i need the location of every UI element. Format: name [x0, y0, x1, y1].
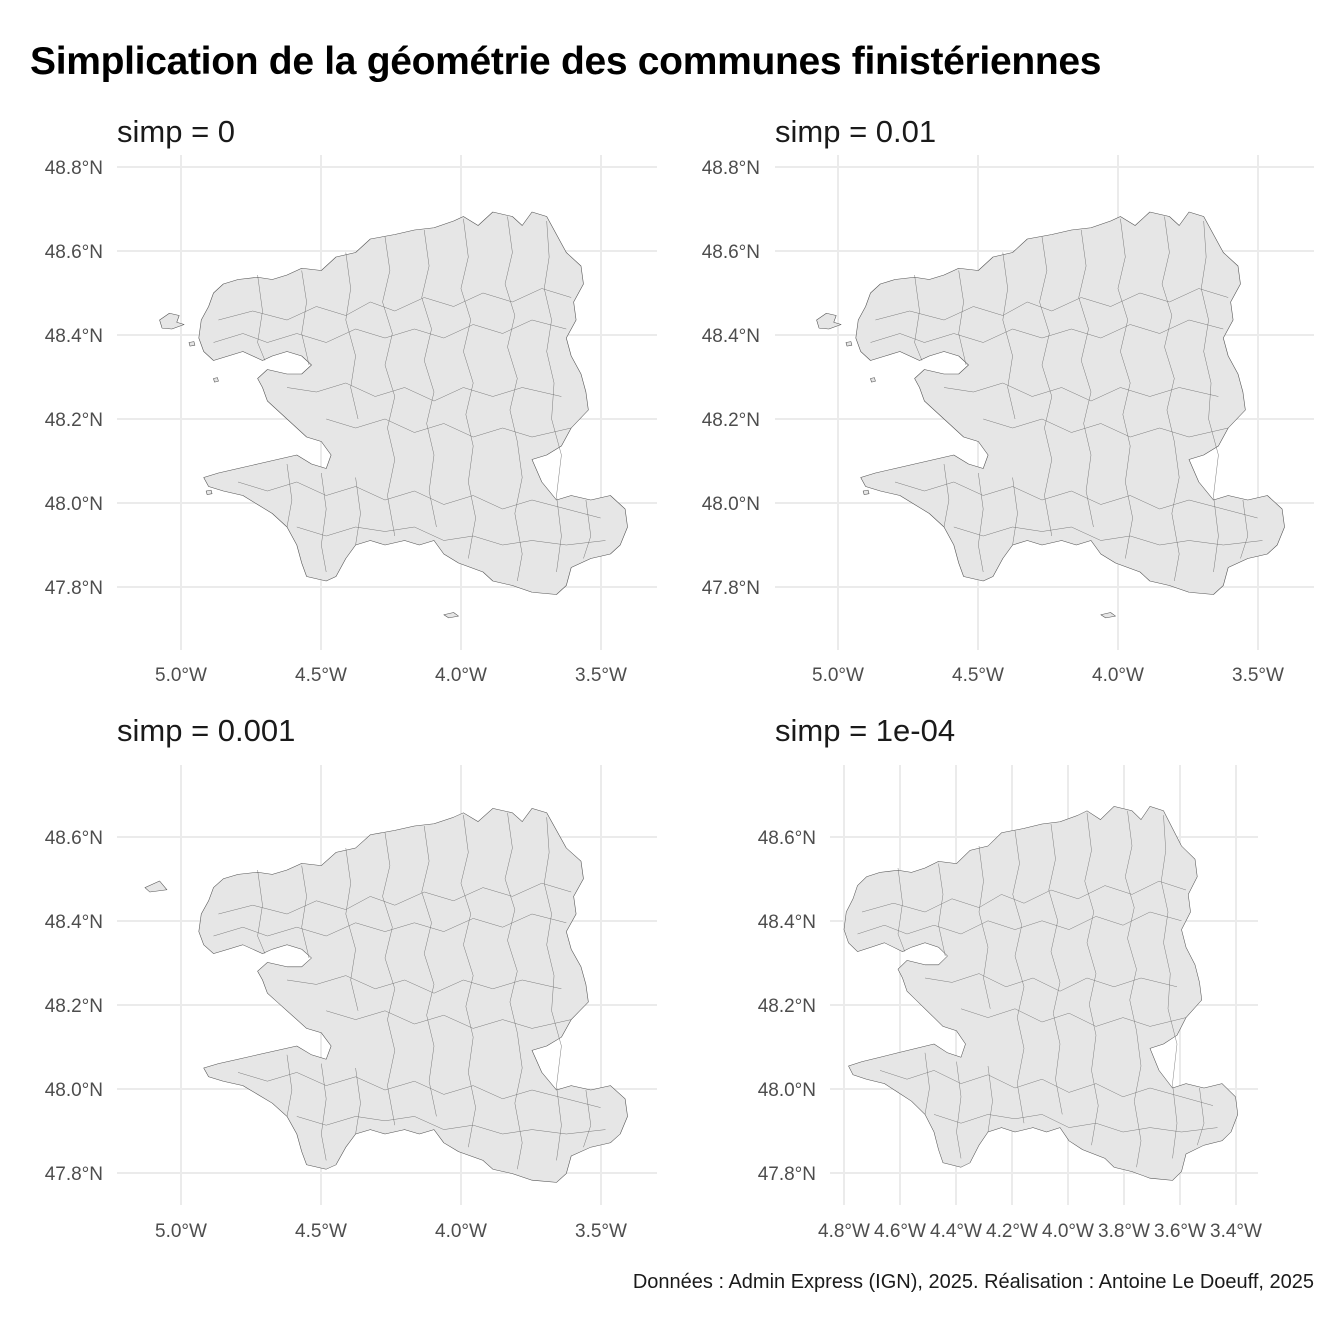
y-tick-label: 48.8°N [45, 158, 103, 179]
x-tick-label: 4.5°W [952, 665, 1004, 686]
x-tick-label: 4.4°W [930, 1221, 982, 1242]
x-tick-label: 4.5°W [295, 1221, 347, 1242]
y-tick-label: 48.0°N [758, 1080, 816, 1101]
x-tick-label: 4.6°W [874, 1221, 926, 1242]
x-tick-label: 4.8°W [818, 1221, 870, 1242]
y-tick-label: 47.8°N [702, 578, 760, 599]
y-tick-label: 48.6°N [45, 242, 103, 263]
y-tick-label: 48.0°N [702, 494, 760, 515]
y-tick-label: 48.4°N [758, 912, 816, 933]
panel-simp-0.01: simp = 0.01 48.8°N 48.6°N 48.4°N 48.2°N … [702, 114, 1314, 686]
x-tick-label: 3.5°W [1232, 665, 1284, 686]
y-tick-label: 48.0°N [45, 1080, 103, 1101]
panel-simp-0.001: simp = 0.001 48.6°N 48.4°N 48.2°N 48.0°N… [45, 713, 657, 1242]
x-tick-label: 4.5°W [295, 665, 347, 686]
panel-simp-0: simp = 0 48.8°N 48.6°N 48.4°N 48.2°N 48.… [45, 114, 657, 686]
panel-simp-1e-04: simp = 1e-04 48.6°N 48.4°N 48.2°N 48.0°N [758, 713, 1262, 1242]
communes-map [843, 806, 1239, 1181]
x-tick-label: 5.0°W [155, 1221, 207, 1242]
panel-title: simp = 1e-04 [775, 713, 955, 748]
x-axis-labels: 5.0°W 4.5°W 4.0°W 3.5°W [155, 665, 627, 686]
y-axis-labels: 48.6°N 48.4°N 48.2°N 48.0°N 47.8°N [45, 828, 103, 1185]
panel-title: simp = 0.001 [117, 713, 295, 748]
y-tick-label: 48.6°N [758, 828, 816, 849]
x-tick-label: 5.0°W [812, 665, 864, 686]
y-tick-label: 47.8°N [758, 1164, 816, 1185]
x-tick-label: 3.5°W [575, 665, 627, 686]
y-tick-label: 48.8°N [702, 158, 760, 179]
y-axis-labels: 48.6°N 48.4°N 48.2°N 48.0°N 47.8°N [758, 828, 816, 1185]
y-tick-label: 48.4°N [702, 326, 760, 347]
panel-title: simp = 0 [117, 114, 235, 149]
communes-map [816, 211, 1285, 619]
communes-map [159, 211, 628, 619]
x-tick-label: 4.0°W [1042, 1221, 1094, 1242]
x-axis-labels: 5.0°W 4.5°W 4.0°W 3.5°W [812, 665, 1284, 686]
y-tick-label: 47.8°N [45, 1164, 103, 1185]
y-axis-labels: 48.8°N 48.6°N 48.4°N 48.2°N 48.0°N 47.8°… [45, 158, 103, 599]
y-tick-label: 48.2°N [758, 996, 816, 1017]
x-tick-label: 3.8°W [1098, 1221, 1150, 1242]
y-tick-label: 48.2°N [45, 996, 103, 1017]
x-tick-label: 3.5°W [575, 1221, 627, 1242]
x-tick-label: 5.0°W [155, 665, 207, 686]
y-tick-label: 47.8°N [45, 578, 103, 599]
x-tick-label: 4.0°W [435, 665, 487, 686]
communes-map [144, 808, 628, 1183]
caption: Données : Admin Express (IGN), 2025. Réa… [632, 1271, 1314, 1293]
y-tick-label: 48.4°N [45, 326, 103, 347]
y-tick-label: 48.0°N [45, 494, 103, 515]
page-title: Simplication de la géométrie des commune… [30, 40, 1102, 83]
y-tick-label: 48.6°N [45, 828, 103, 849]
y-tick-label: 48.2°N [702, 410, 760, 431]
panel-title: simp = 0.01 [775, 114, 936, 149]
x-tick-label: 3.4°W [1210, 1221, 1262, 1242]
x-tick-label: 4.2°W [986, 1221, 1038, 1242]
y-tick-label: 48.4°N [45, 912, 103, 933]
x-axis-labels: 5.0°W 4.5°W 4.0°W 3.5°W [155, 1221, 627, 1242]
x-axis-labels: 4.8°W 4.6°W 4.4°W 4.2°W 4.0°W 3.8°W 3.6°… [818, 1221, 1262, 1242]
y-tick-label: 48.6°N [702, 242, 760, 263]
x-tick-label: 4.0°W [1092, 665, 1144, 686]
y-tick-label: 48.2°N [45, 410, 103, 431]
x-tick-label: 3.6°W [1154, 1221, 1206, 1242]
y-axis-labels: 48.8°N 48.6°N 48.4°N 48.2°N 48.0°N 47.8°… [702, 158, 760, 599]
x-tick-label: 4.0°W [435, 1221, 487, 1242]
